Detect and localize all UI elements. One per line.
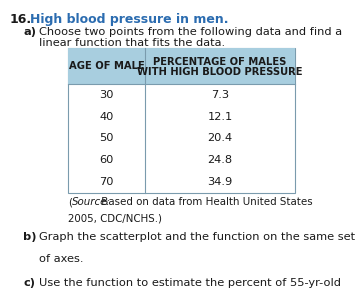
Text: PERCENTAGE OF MALES: PERCENTAGE OF MALES [154,57,287,67]
Text: Use the function to estimate the percent of 55-yr-old: Use the function to estimate the percent… [39,278,341,288]
Text: Graph the scatterplot and the function on the same set: Graph the scatterplot and the function o… [39,232,355,242]
Text: 24.8: 24.8 [208,155,233,165]
Text: linear function that fits the data.: linear function that fits the data. [39,38,225,48]
Text: 16.: 16. [10,13,32,26]
Text: c): c) [23,278,35,288]
Text: 40: 40 [99,112,114,122]
Text: 30: 30 [99,90,114,100]
Text: WITH HIGH BLOOD PRESSURE: WITH HIGH BLOOD PRESSURE [137,66,303,77]
Text: 12.1: 12.1 [208,112,233,122]
Bar [68,48,295,193]
Text: High blood pressure in men.: High blood pressure in men. [30,13,228,26]
Text: Source:: Source: [72,197,111,207]
Text: (: ( [68,197,72,207]
Text: a): a) [23,27,36,37]
Text: 50: 50 [99,134,114,143]
Text: b): b) [23,232,37,242]
Text: 2005, CDC/NCHS.): 2005, CDC/NCHS.) [68,214,162,224]
Text: AGE OF MALE: AGE OF MALE [69,61,144,71]
Text: of axes.: of axes. [39,254,83,264]
Text: 20.4: 20.4 [208,134,233,143]
Text: Choose two points from the following data and find a: Choose two points from the following dat… [39,27,342,37]
Text: 34.9: 34.9 [208,177,233,187]
Text: 60: 60 [99,155,114,165]
Text: 7.3: 7.3 [211,90,229,100]
Text: Based on data from Health United States: Based on data from Health United States [98,197,313,207]
Text: 70: 70 [99,177,114,187]
Bar [68,48,295,84]
